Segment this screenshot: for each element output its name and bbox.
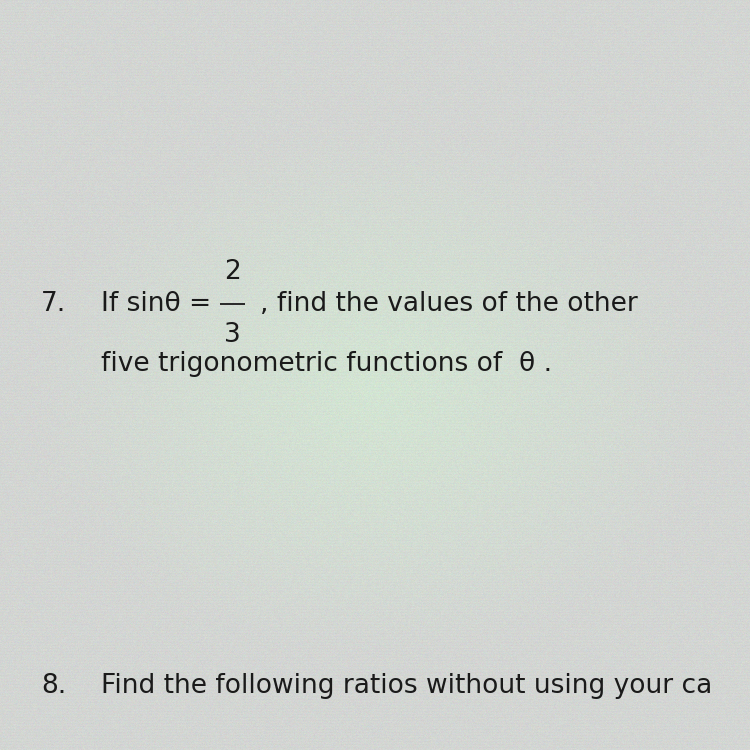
- Text: 8.: 8.: [41, 674, 67, 699]
- Text: If sinθ =: If sinθ =: [101, 291, 220, 316]
- Text: 2: 2: [224, 260, 241, 285]
- Text: 7.: 7.: [41, 291, 67, 316]
- Text: , find the values of the other: , find the values of the other: [260, 291, 638, 316]
- Text: 3: 3: [224, 322, 241, 348]
- Text: five trigonometric functions of  θ .: five trigonometric functions of θ .: [101, 351, 552, 376]
- Text: Find the following ratios without using your ca: Find the following ratios without using …: [101, 674, 712, 699]
